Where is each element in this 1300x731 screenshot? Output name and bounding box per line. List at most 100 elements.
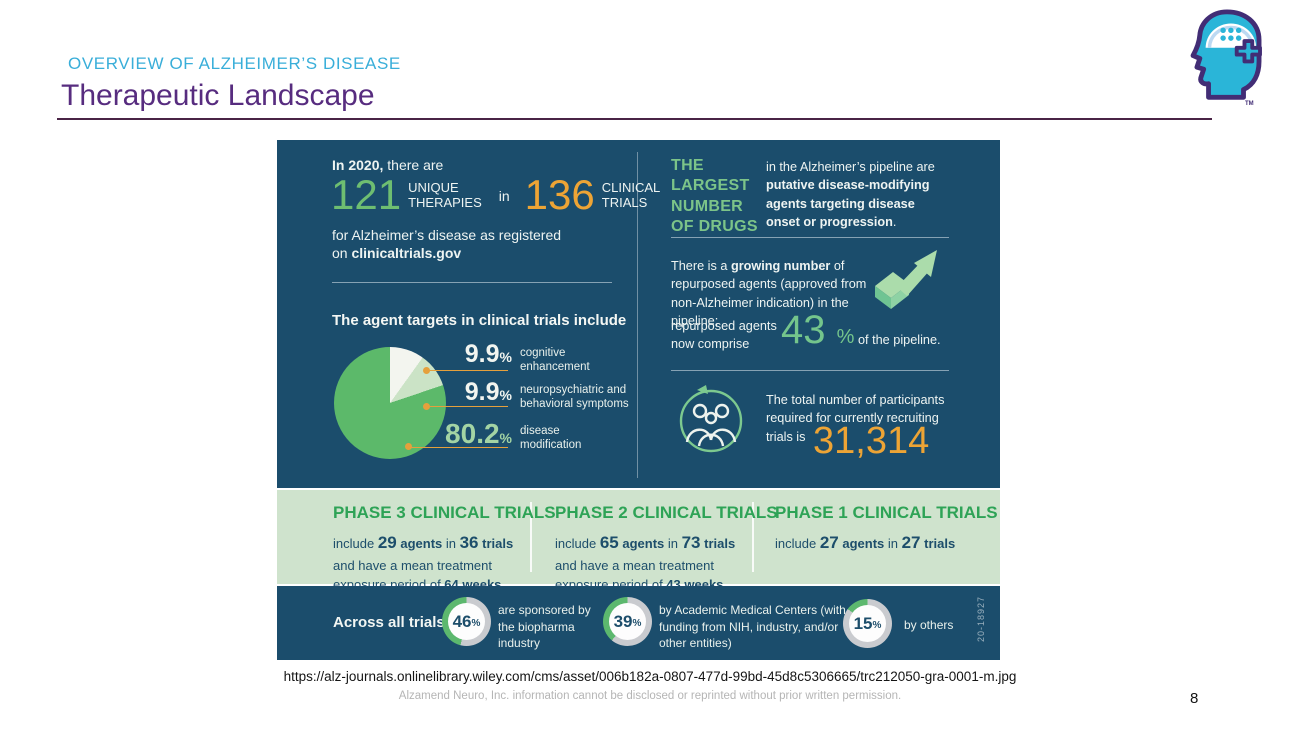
largest-body-bold: putative disease-modifying agents target…	[766, 178, 930, 230]
phase1-trials-count: 27	[901, 533, 921, 552]
sponsor-donut: 15%	[843, 599, 892, 648]
repurposed-pct-value: 43	[781, 308, 826, 352]
registered-pre: on	[332, 245, 352, 261]
unique-therapies-count: 121	[331, 171, 402, 218]
unique-label-line1: UNIQUE	[408, 180, 459, 195]
phase1-include: include	[775, 536, 820, 551]
pie-pct-3-value: 80.2	[445, 418, 500, 449]
sponsor-label-3: by others	[904, 618, 954, 632]
sponsor-donut: 39%	[603, 597, 652, 646]
in-connector: in	[498, 188, 510, 204]
growth-arrow-icon	[875, 250, 937, 309]
pie-label-1: cognitive enhancement	[520, 347, 590, 374]
phase1-heading: PHASE 1 CLINICAL TRIALS	[775, 503, 998, 522]
phase2-agents-count: 65	[599, 533, 619, 552]
pie-callout-dot-3	[405, 443, 412, 450]
largest-head-line4: OF DRUGS	[671, 218, 758, 236]
intro-line: In 2020, there are	[332, 157, 443, 173]
slide-eyebrow: OVERVIEW OF ALZHEIMER’S DISEASE	[68, 54, 401, 73]
sponsor-donut-2-value: 39%	[609, 603, 646, 640]
phase3-line2: and have a mean treatment	[333, 557, 492, 573]
phase3-agents-count: 29	[377, 533, 397, 552]
phase1-agents-word: agents	[838, 536, 888, 551]
registered-line1: for Alzheimer’s disease as registered	[332, 227, 562, 243]
participants-line2: required for currently recruiting	[766, 411, 939, 426]
footer-disclaimer: Alzamend Neuro, Inc. information cannot …	[398, 690, 902, 702]
trials-label-line2: TRIALS	[601, 195, 648, 211]
phase2-column: PHASE 2 CLINICAL TRIALS include 65 agent…	[555, 503, 778, 595]
logo-head-shape	[1190, 9, 1262, 100]
alzamend-brain-logo-icon	[1190, 9, 1262, 100]
sponsor-sign-2: %	[632, 617, 642, 629]
sponsor-pct-3: 15	[853, 614, 873, 633]
participants-people-icon	[679, 385, 743, 453]
reference-code: 20-18927	[976, 596, 986, 643]
logo-tm-mark: TM	[1245, 101, 1254, 107]
sponsor-pct-2: 39	[613, 612, 633, 631]
phase3-include: include	[333, 536, 378, 551]
phase1-body: include 27 agents in 27 trials	[775, 530, 998, 556]
repurposed-tail: of the pipeline.	[858, 333, 941, 347]
pie-callout-line-3	[410, 447, 508, 448]
pie-callout-line-2	[428, 406, 508, 407]
clinical-trials-label: CLINICAL TRIALS	[602, 180, 661, 211]
phase3-trials-count: 36	[459, 533, 479, 552]
phase1-agents-count: 27	[819, 533, 839, 552]
sponsor-pct-1: 46	[452, 612, 472, 631]
left-section-divider	[332, 282, 612, 283]
phase-divider-1	[530, 502, 532, 572]
pie-label-2: neuropsychiatric and behavioral symptoms	[520, 384, 629, 411]
intro-rest: there are	[383, 157, 444, 173]
intro-year: In 2020,	[332, 157, 384, 173]
right-divider-1	[671, 237, 949, 238]
participants-line3: trials is	[766, 429, 806, 444]
phase2-trials-word: trials	[700, 536, 736, 551]
largest-number-heading: THE LARGEST NUMBER OF DRUGS	[671, 156, 758, 238]
sponsors-lead: Across all trials,	[333, 614, 449, 631]
panel-top: In 2020, there are 121 UNIQUE THERAPIES …	[277, 140, 1000, 488]
pie-pct-3-sign: %	[499, 430, 512, 446]
repurposed-paragraph: There is a growing number of repurposed …	[671, 257, 881, 331]
phase2-include: include	[555, 536, 600, 551]
source-url-link[interactable]: https://alz-journals.onlinelibrary.wiley…	[283, 669, 1017, 684]
pie-pct-1-sign: %	[499, 349, 512, 365]
phase2-agents-word: agents	[618, 536, 668, 551]
pie-label-3: disease modification	[520, 425, 582, 452]
participants-text: The total number of participants require…	[766, 391, 944, 446]
repurposed-pct-sign: %	[836, 326, 855, 348]
therapy-trial-counts: 121 UNIQUE THERAPIES in 136 CLINICAL TRI…	[331, 174, 660, 216]
page-title: Therapeutic Landscape	[61, 79, 375, 112]
repurposed-bold: growing number	[730, 259, 831, 273]
phase3-body: include 29 agents in 36 trials and have …	[333, 530, 556, 595]
sponsor-donut: 46%	[442, 597, 491, 646]
pie-pct-1: 9.9%	[427, 342, 512, 367]
phase3-in: in	[445, 536, 460, 551]
infographic: In 2020, there are 121 UNIQUE THERAPIES …	[277, 140, 1000, 660]
phase3-agents-word: agents	[396, 536, 446, 551]
right-divider-2	[671, 370, 949, 371]
pie-callout-dot-2	[423, 403, 430, 410]
people-shapes	[679, 385, 743, 453]
phase3-trials-word: trials	[478, 536, 514, 551]
title-divider	[57, 118, 1212, 120]
unique-therapies-label: UNIQUE THERAPIES	[408, 180, 482, 211]
participants-line1: The total number of participants	[766, 393, 945, 407]
largest-number-body: in the Alzheimer’s pipeline are putative…	[766, 158, 948, 232]
pie-callout-dot-1	[423, 367, 430, 374]
pie-pct-1-value: 9.9	[464, 340, 500, 368]
trials-label-line1: CLINICAL	[601, 180, 661, 195]
clinicaltrials-gov: clinicaltrials.gov	[351, 245, 462, 261]
sponsor-donut-3-value: 15%	[849, 605, 886, 642]
phase2-line2: and have a mean treatment	[555, 557, 714, 573]
largest-head-line2: LARGEST	[671, 177, 750, 195]
arrow-shapes	[875, 250, 937, 309]
participants-count: 31,314	[813, 420, 930, 462]
phase2-heading: PHASE 2 CLINICAL TRIALS	[555, 503, 778, 522]
phase1-trials-word: trials	[920, 536, 956, 551]
repurposed-pct: 43 %	[781, 310, 854, 350]
unique-label-line2: THERAPIES	[408, 195, 482, 211]
pie-pct-2: 9.9%	[427, 380, 512, 405]
pie-pct-3: 80.2%	[417, 420, 512, 448]
repurposed-pre: There is a	[671, 259, 731, 273]
